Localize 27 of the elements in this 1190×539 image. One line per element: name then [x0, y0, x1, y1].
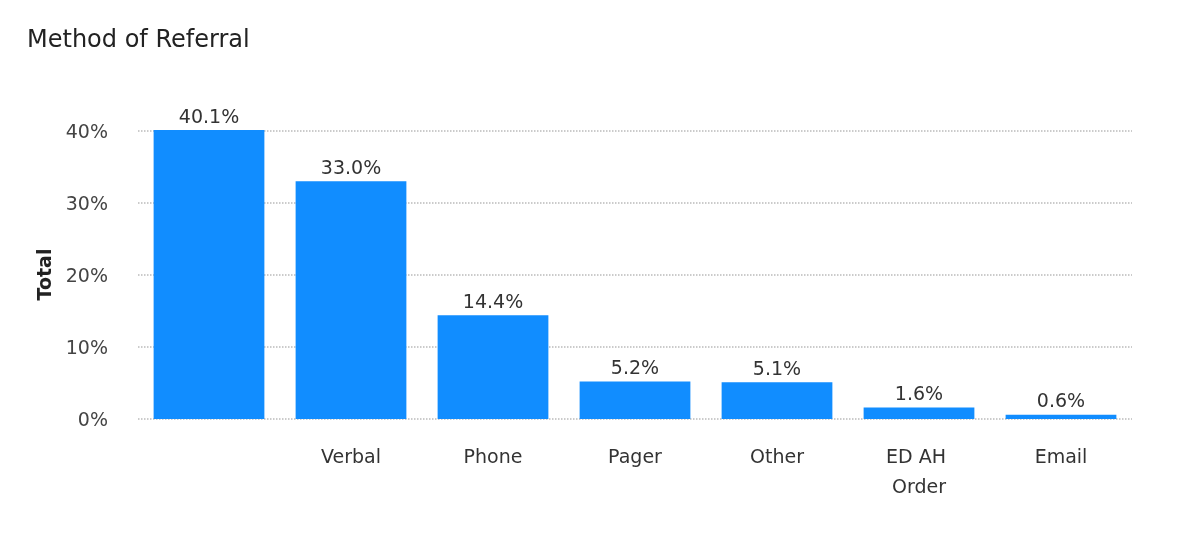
x-tick-label: Email [1034, 445, 1088, 467]
data-label: 1.6% [894, 381, 944, 404]
data-label: 5.1% [752, 356, 802, 379]
x-tick-label: Verbal [320, 445, 382, 467]
data-label: 14.4% [462, 289, 524, 312]
bar [579, 381, 691, 419]
data-label: 40.1% [178, 104, 240, 127]
x-tick-label: ED AH Order [886, 445, 952, 497]
bar [153, 130, 265, 419]
y-tick-label: 10% [65, 335, 108, 358]
y-axis-title: Total [32, 248, 55, 301]
bar [1005, 414, 1117, 419]
x-tick-label: Pager [608, 445, 663, 467]
x-tick-label: Phone [463, 445, 523, 467]
data-label: 0.6% [1036, 389, 1086, 412]
bar [437, 315, 549, 419]
chart-title: Method of Referral [27, 25, 250, 53]
bar [863, 407, 975, 419]
y-tick-label: 0% [77, 408, 108, 430]
bar [721, 382, 833, 419]
x-tick-label: Other [750, 445, 805, 467]
data-label: 33.0% [320, 155, 382, 178]
y-tick-label: 30% [65, 191, 108, 214]
y-tick-label: 40% [65, 119, 108, 142]
y-tick-label: 20% [65, 263, 108, 286]
data-label: 5.2% [610, 356, 660, 379]
bar [295, 181, 407, 419]
